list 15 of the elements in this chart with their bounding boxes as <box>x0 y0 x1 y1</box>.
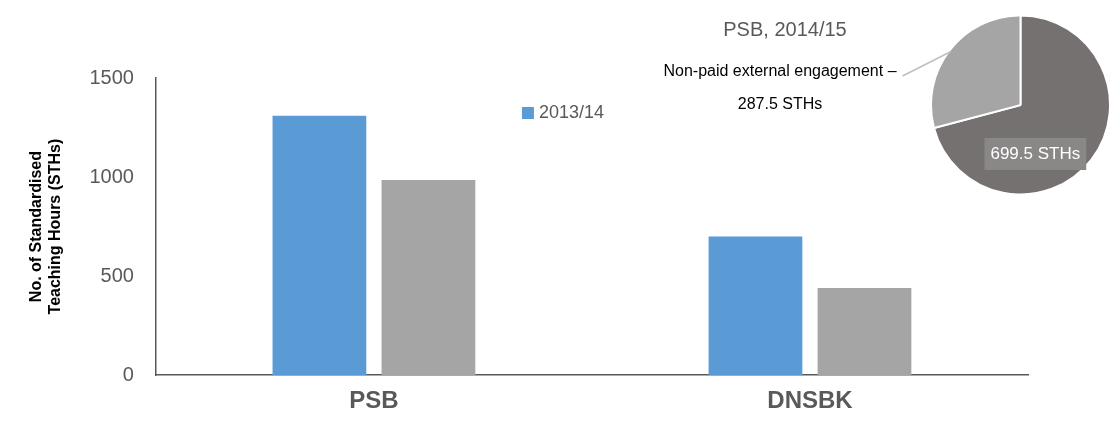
bar <box>272 115 367 376</box>
y-axis-title: No. of Standardised Teaching Hours (STHs) <box>27 138 64 315</box>
bar <box>381 180 476 376</box>
y-tick-label: 500 <box>100 263 134 286</box>
legend-label: 2013/14 <box>538 101 605 122</box>
bar <box>708 236 803 376</box>
chart-title: PSB, 2014/15 <box>723 17 847 40</box>
x-tick-label: DNSBK <box>767 386 854 414</box>
bar <box>817 288 912 376</box>
y-tick-label: 1500 <box>89 65 134 88</box>
x-tick-label: PSB <box>349 386 399 414</box>
y-tick-label: 1000 <box>89 164 134 187</box>
slice-label: Non-paid external engagement – 287.5 STHs <box>663 62 897 113</box>
y-tick-label: 0 <box>122 362 134 385</box>
data-label: 699.5 STHs <box>990 143 1081 163</box>
